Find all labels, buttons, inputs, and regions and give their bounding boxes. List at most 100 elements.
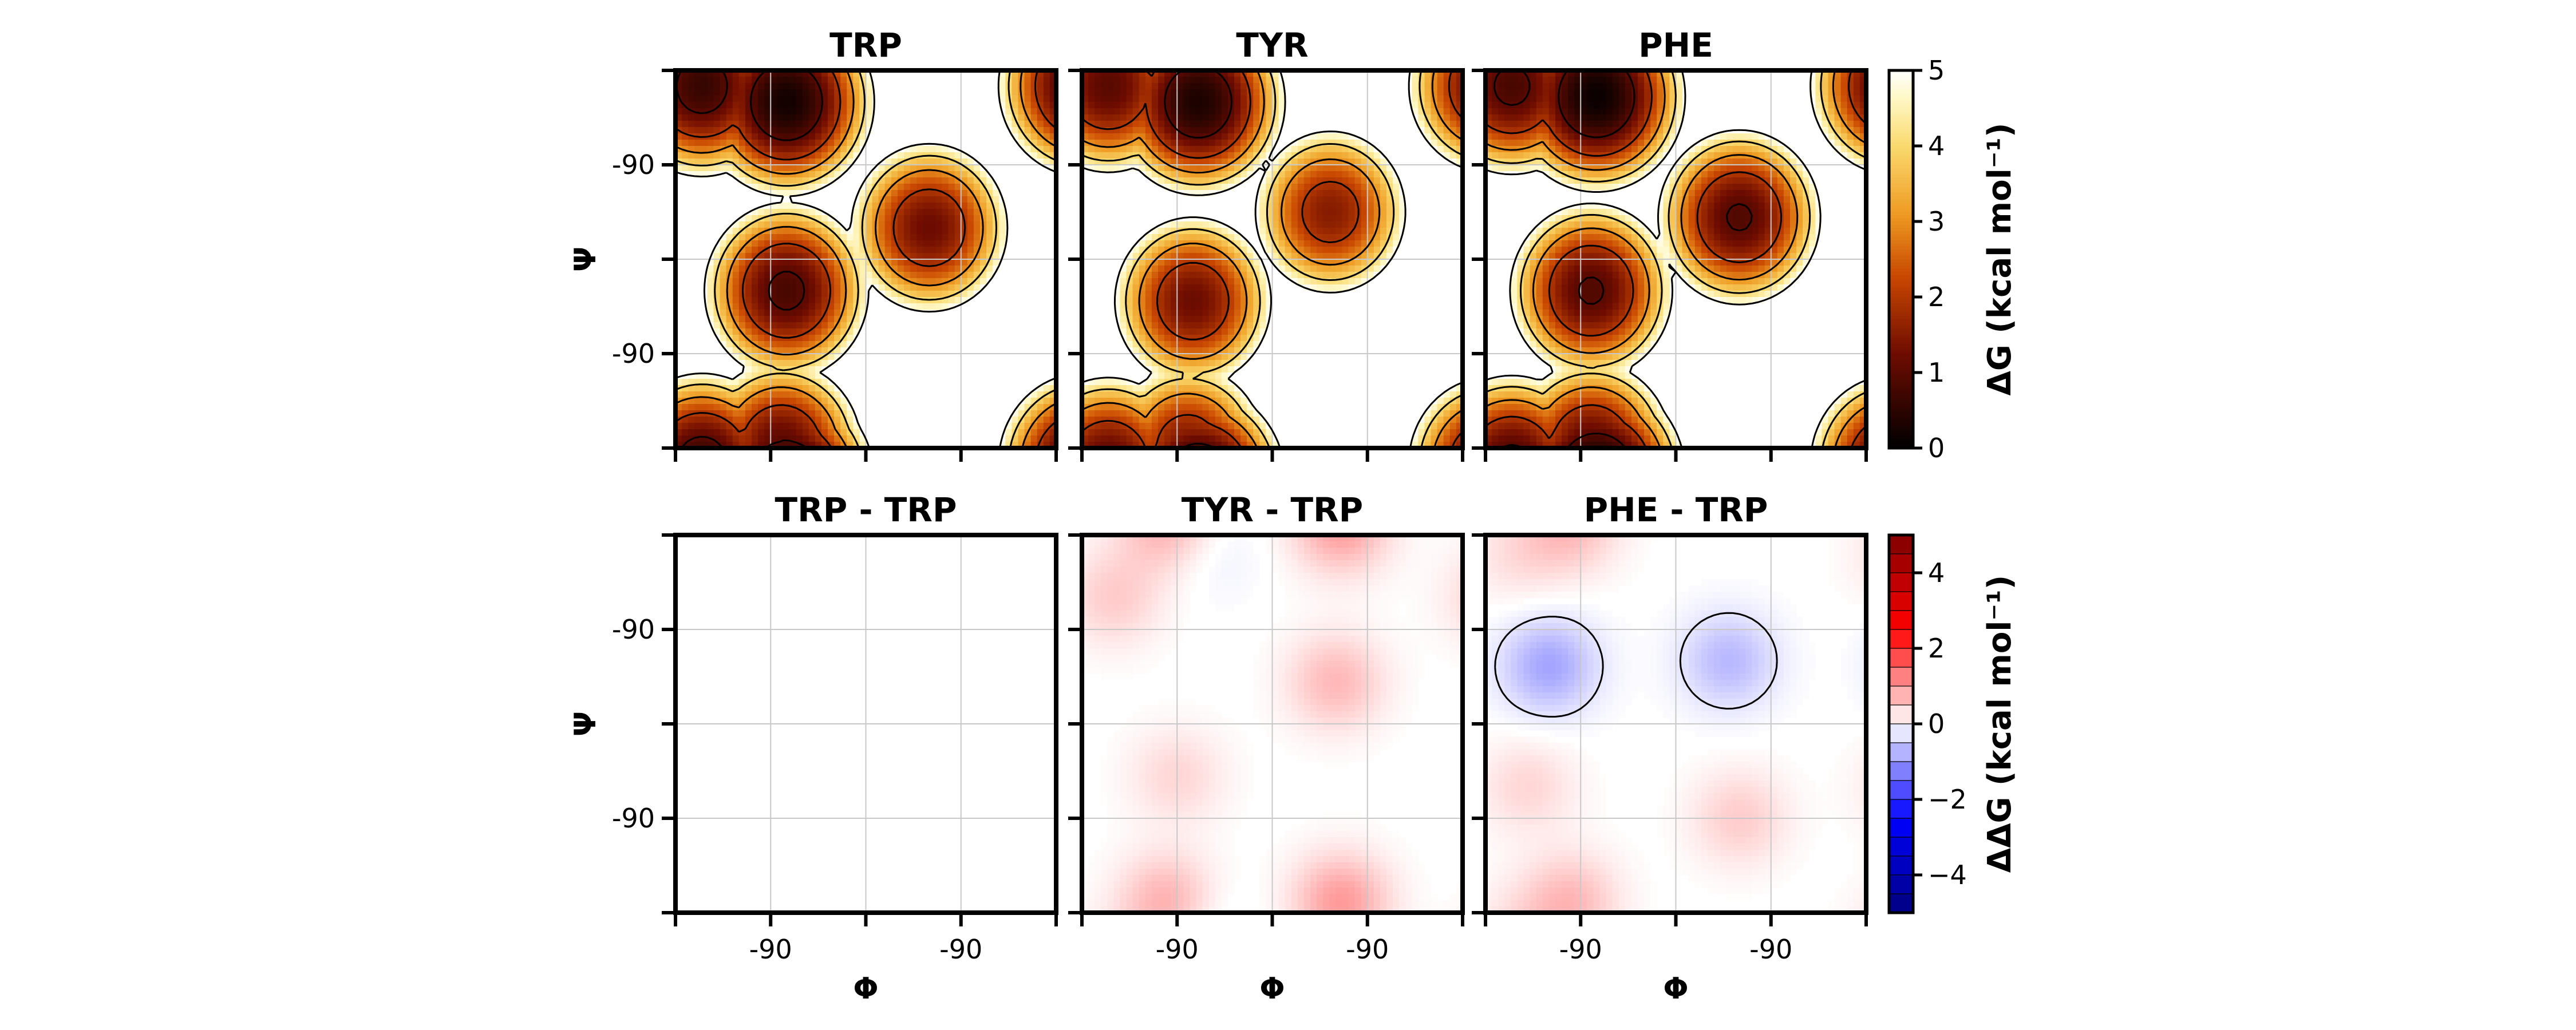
heatmap-cell: [1764, 146, 1772, 153]
heatmap-cell: [1354, 177, 1362, 184]
heatmap-cell: [808, 140, 816, 146]
heatmap-cell: [1145, 127, 1152, 134]
heatmap-cell: [745, 146, 752, 153]
heatmap-cell: [935, 159, 943, 165]
heatmap-cell: [1631, 177, 1638, 184]
heatmap-cell: [1120, 133, 1127, 140]
heatmap-cell: [1650, 140, 1657, 146]
heatmap-cell: [1272, 259, 1279, 266]
heatmap-cell: [1190, 303, 1197, 310]
heatmap-cell: [1303, 171, 1311, 178]
heatmap-cell: [1456, 121, 1463, 128]
heatmap-cell: [916, 177, 923, 184]
heatmap-cell: [688, 423, 695, 430]
heatmap-cell: [1120, 410, 1127, 417]
heatmap-cell: [1171, 240, 1178, 247]
heatmap-cell: [1049, 152, 1056, 159]
heatmap-cell: [942, 253, 949, 260]
heatmap-cell: [1291, 177, 1298, 184]
heatmap-cell: [726, 442, 733, 448]
heatmap-cell: [942, 291, 949, 298]
heatmap-cell: [1336, 253, 1343, 260]
heatmap-cell: [1618, 121, 1626, 128]
heatmap-cell: [1234, 442, 1241, 448]
heatmap-cell: [1151, 341, 1159, 348]
heatmap-cell: [1771, 140, 1778, 146]
heatmap-cell: [1247, 278, 1254, 285]
heatmap-cell: [999, 209, 1006, 216]
heatmap-cell: [1151, 429, 1159, 436]
heatmap-cell: [1707, 165, 1714, 172]
heatmap-cell: [1107, 435, 1115, 442]
heatmap-cell: [1049, 114, 1056, 121]
heatmap-cell: [1259, 77, 1267, 84]
heatmap-cell: [802, 379, 809, 386]
heatmap-cell: [866, 102, 873, 109]
heatmap-cell: [1215, 133, 1222, 140]
heatmap-cell: [1625, 102, 1632, 109]
heatmap-cell: [758, 114, 765, 121]
heatmap-cell: [828, 234, 835, 241]
heatmap-cell: [1221, 328, 1228, 335]
heatmap-cell: [713, 322, 721, 329]
heatmap-cell: [954, 253, 962, 260]
heatmap-cell: [942, 146, 949, 153]
heatmap-cell: [1348, 247, 1356, 253]
heatmap-cell: [726, 429, 733, 436]
heatmap-cell: [1272, 70, 1279, 77]
heatmap-cell: [853, 121, 860, 128]
heatmap-cell: [1361, 240, 1368, 247]
heatmap-cell: [808, 221, 816, 228]
heatmap-cell: [1132, 322, 1140, 329]
heatmap-cell: [1625, 96, 1632, 102]
heatmap-cell: [758, 391, 765, 398]
heatmap-cell: [891, 196, 898, 203]
heatmap-cell: [1227, 360, 1235, 367]
heatmap-cell: [758, 303, 765, 310]
heatmap-cell: [1024, 70, 1032, 77]
heatmap-cell: [789, 278, 797, 285]
heatmap-cell: [752, 435, 758, 442]
heatmap-cell: [828, 310, 835, 316]
heatmap-cell: [1498, 114, 1505, 121]
heatmap-cell: [1183, 77, 1191, 84]
heatmap-cell: [1234, 177, 1241, 184]
heatmap-cell: [1043, 89, 1050, 96]
heatmap-cell: [1323, 284, 1330, 291]
heatmap-cell: [853, 442, 860, 448]
heatmap-cell: [1221, 354, 1228, 360]
heatmap-cell: [789, 328, 797, 335]
heatmap-cell: [1247, 328, 1254, 335]
heatmap-cell: [1164, 423, 1171, 430]
heatmap-cell: [1208, 391, 1216, 398]
heatmap-cell: [1215, 322, 1222, 329]
heatmap-cell: [834, 133, 841, 140]
heatmap-cell: [707, 284, 714, 291]
heatmap-cell: [1777, 190, 1784, 197]
heatmap-cell: [1227, 391, 1235, 398]
heatmap-cell: [675, 121, 682, 128]
heatmap-cell: [1177, 341, 1184, 348]
heatmap-cell: [1177, 423, 1184, 430]
heatmap-cell: [1177, 417, 1184, 423]
heatmap-cell: [758, 247, 765, 253]
heatmap-cell: [771, 247, 777, 253]
heatmap-cell: [834, 247, 841, 253]
heatmap-cell: [1682, 184, 1689, 191]
heatmap-cell: [1336, 240, 1343, 247]
heatmap-cell: [834, 266, 841, 272]
heatmap-cell: [1796, 159, 1803, 165]
heatmap-cell: [1266, 77, 1273, 84]
heatmap-cell: [1196, 70, 1203, 77]
heatmap-cell: [1247, 114, 1254, 121]
heatmap-cell: [796, 209, 803, 216]
heatmap-cell: [859, 96, 867, 102]
heatmap-cell: [802, 215, 809, 222]
heatmap-cell: [1227, 310, 1235, 316]
heatmap-cell: [745, 335, 752, 342]
heatmap-cell: [1171, 77, 1178, 84]
heatmap-cell: [1215, 89, 1222, 96]
heatmap-cell: [1393, 234, 1400, 241]
heatmap-cell: [1720, 152, 1727, 159]
heatmap-cell: [1107, 96, 1115, 102]
